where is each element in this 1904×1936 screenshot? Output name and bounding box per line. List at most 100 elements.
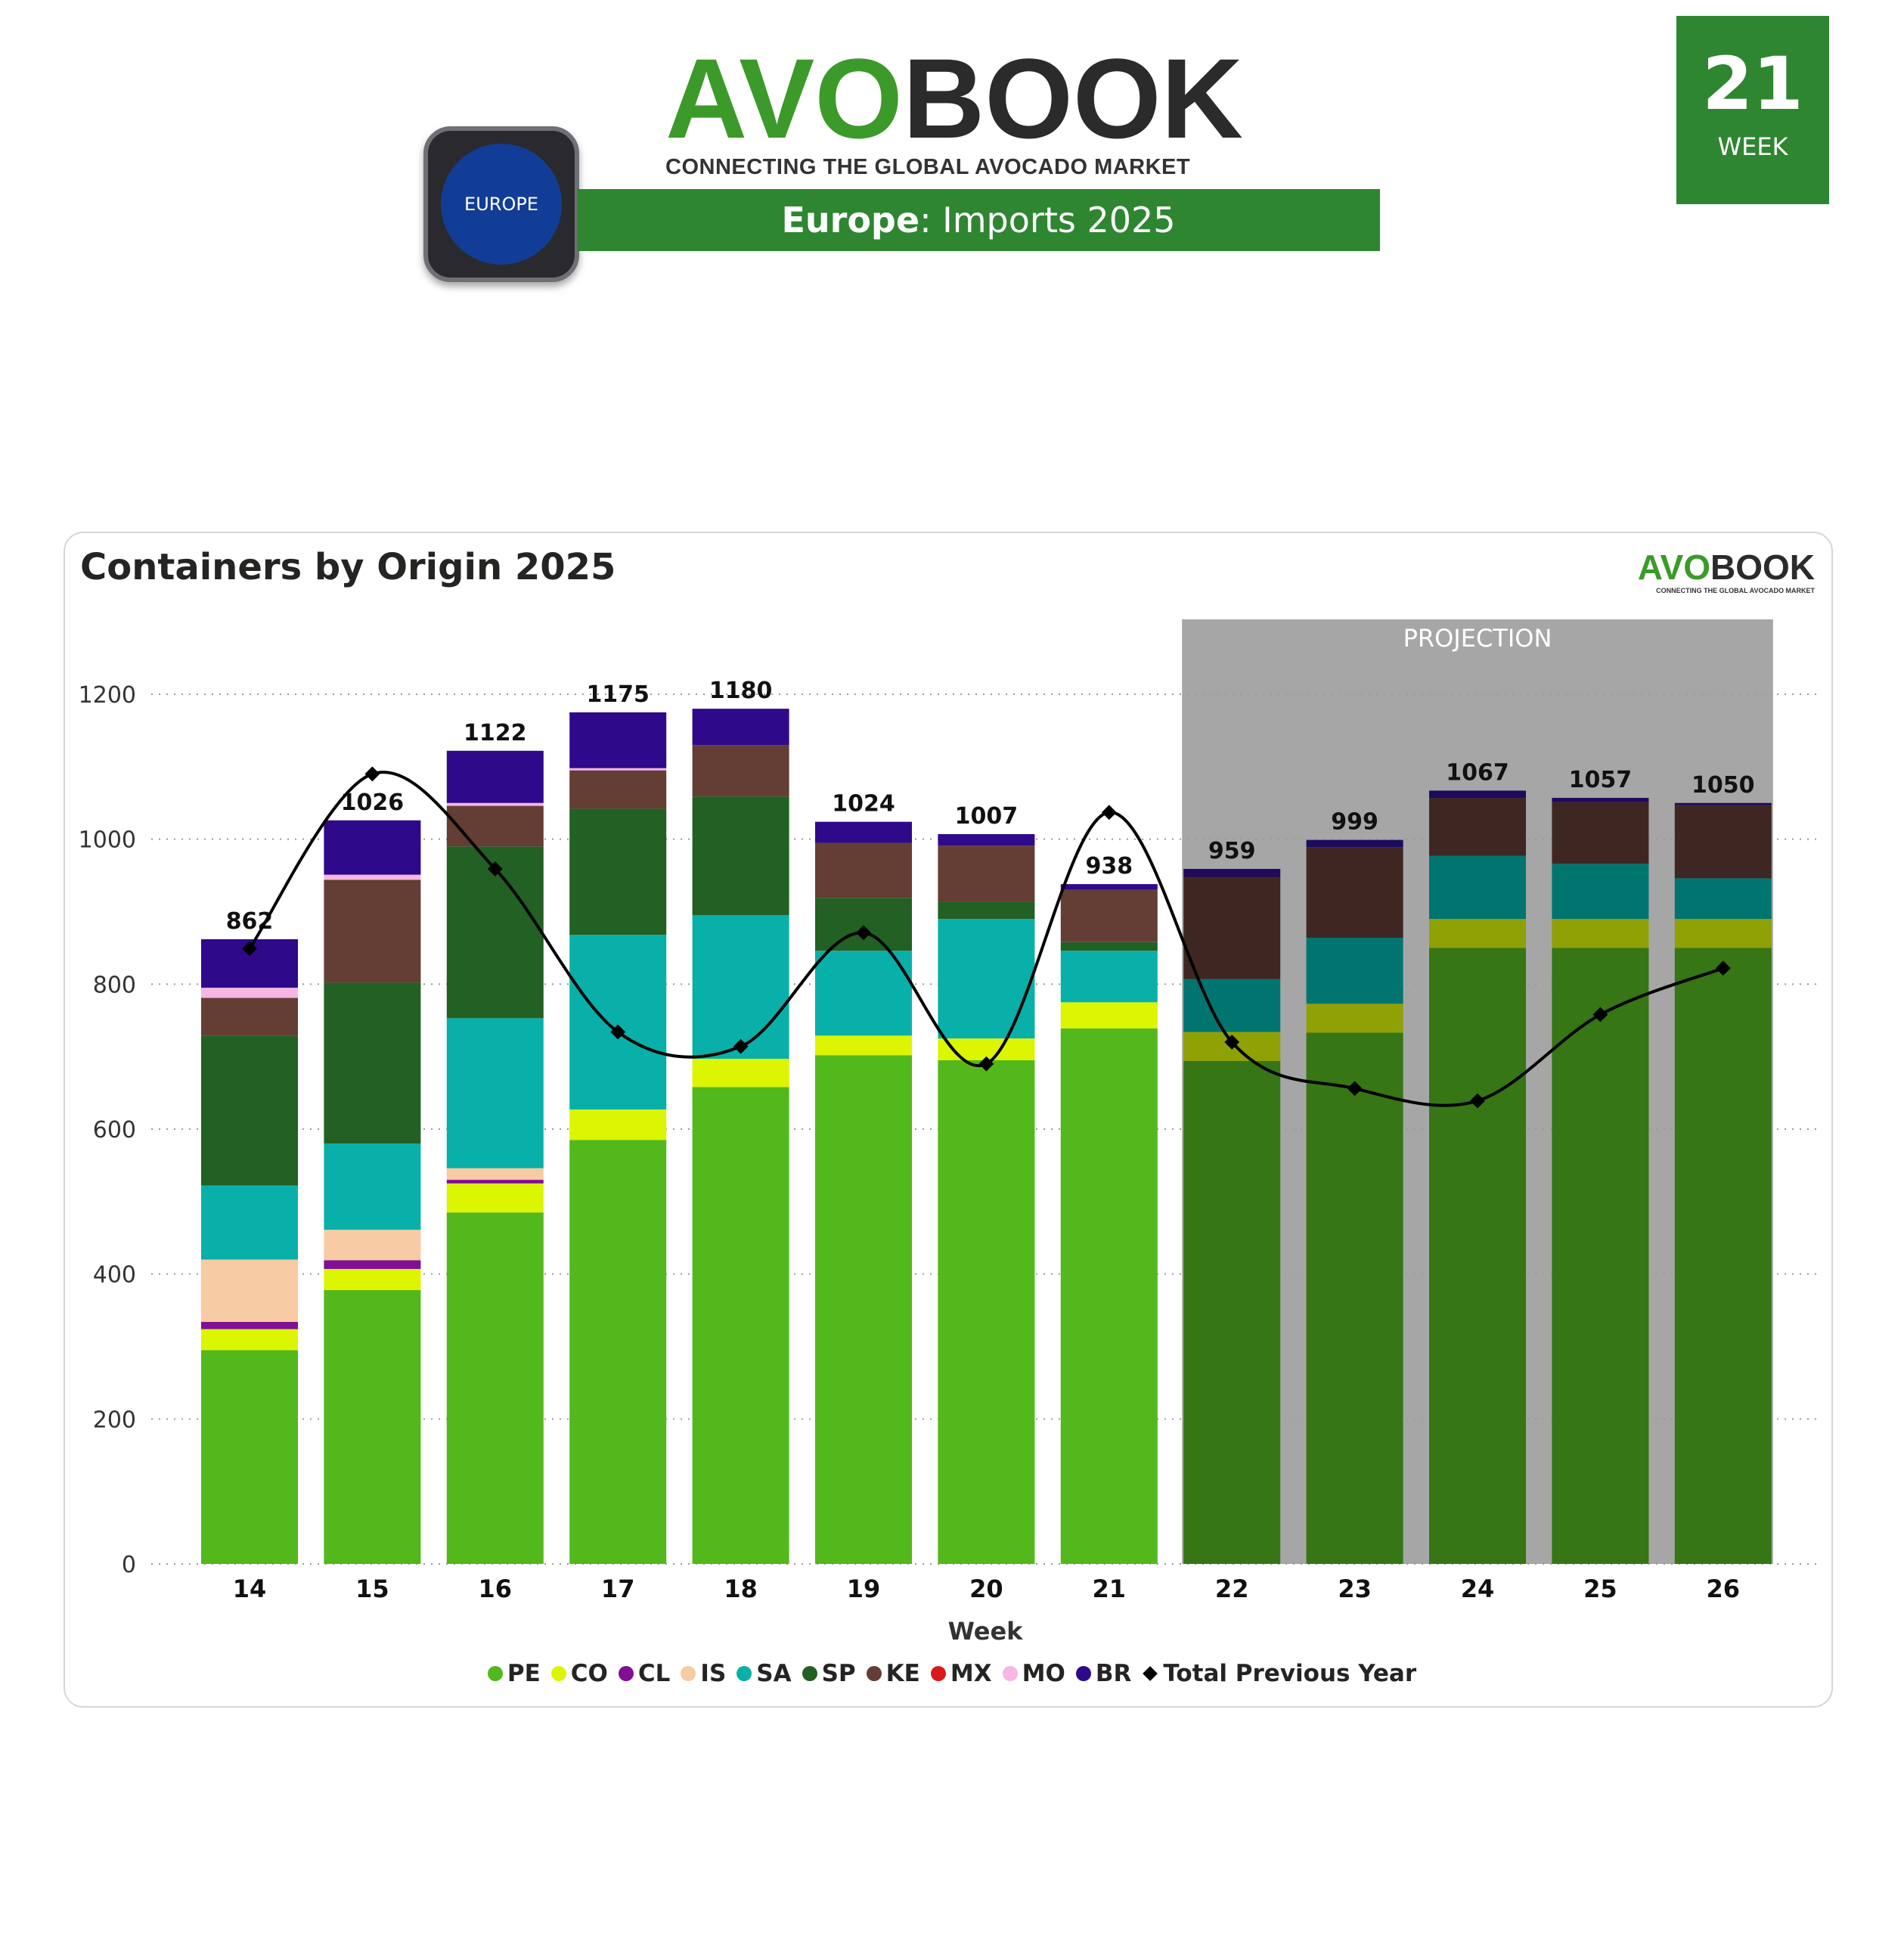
total-data-label: 1026	[341, 790, 405, 816]
legend-diamond-icon	[1143, 1666, 1158, 1681]
previous-year-marker	[1101, 805, 1117, 821]
x-tick-label: 22	[1215, 1575, 1249, 1603]
legend-item-sa[interactable]: SA	[736, 1660, 792, 1687]
x-tick-label: 21	[1093, 1575, 1127, 1603]
bar-segment-cl	[201, 1321, 298, 1329]
x-tick-label: 20	[969, 1575, 1003, 1603]
bar-segment-pe	[1429, 948, 1526, 1564]
legend-item-co[interactable]: CO	[550, 1660, 608, 1687]
legend-dot-icon	[1002, 1666, 1018, 1681]
title-rest: : Imports 2025	[919, 200, 1176, 240]
bar-segment-pe	[1552, 948, 1649, 1564]
legend-label: MX	[950, 1660, 992, 1687]
bar-segment-ke	[1060, 889, 1158, 942]
y-tick-label: 0	[122, 1552, 136, 1578]
legend-item-ke[interactable]: KE	[866, 1660, 920, 1687]
bar-segment-sa	[938, 919, 1035, 1039]
bar-segment-pe	[324, 1289, 421, 1564]
previous-year-marker	[487, 861, 503, 876]
x-tick-label: 18	[724, 1575, 758, 1603]
legend-item-is[interactable]: IS	[681, 1660, 726, 1687]
previous-year-marker	[610, 1024, 626, 1040]
x-tick-label: 23	[1338, 1575, 1372, 1603]
logo-tagline: CONNECTING THE GLOBAL AVOCADO MARKET	[665, 155, 1191, 179]
bar-segment-cl	[446, 1180, 544, 1184]
legend-dot-icon	[736, 1666, 752, 1681]
bar-segment-sa	[1674, 878, 1772, 920]
bar-segment-ke	[201, 997, 298, 1036]
mini-logo-avo: AVO	[1637, 548, 1710, 587]
week-label: WEEK	[1717, 132, 1788, 161]
previous-year-marker	[733, 1038, 749, 1054]
legend-item-mx[interactable]: MX	[930, 1660, 992, 1687]
bar-segment-mo	[569, 768, 667, 771]
bar-segment-br	[446, 750, 544, 803]
legend-label: CL	[637, 1660, 671, 1687]
bar-segment-co	[1060, 1002, 1158, 1028]
bar-segment-mo	[446, 802, 544, 806]
bar-segment-co	[324, 1268, 421, 1290]
week-badge: 21 WEEK	[1676, 16, 1829, 204]
bar-segment-sp	[324, 982, 421, 1144]
x-axis-label: Week	[948, 1617, 1024, 1646]
bar-segment-br	[815, 821, 912, 843]
bar-segment-br	[1674, 802, 1772, 805]
legend-item-br[interactable]: BR	[1075, 1660, 1132, 1687]
legend-dot-icon	[550, 1666, 566, 1681]
x-tick-label: 15	[355, 1575, 389, 1603]
bar-segment-pe	[1060, 1028, 1158, 1564]
legend-item-pe[interactable]: PE	[487, 1660, 541, 1687]
chart-title: Containers by Origin 2025	[80, 546, 616, 588]
total-data-label: 1067	[1446, 759, 1509, 786]
logo-book: BOOK	[902, 35, 1243, 162]
avobook-logo: AVOBOOK CONNECTING THE GLOBAL AVOCADO MA…	[665, 42, 1270, 185]
bar-segment-co	[1674, 919, 1772, 948]
legend-item-previous-year[interactable]: Total Previous Year	[1142, 1660, 1416, 1687]
bar-segment-ke	[1674, 805, 1772, 879]
x-tick-label: 17	[601, 1575, 635, 1603]
x-tick-label: 16	[479, 1575, 513, 1603]
bar-segment-pe	[1306, 1032, 1403, 1564]
bar-segment-br	[1060, 884, 1158, 890]
bar-segment-sa	[1552, 864, 1649, 920]
legend-label: SP	[821, 1660, 856, 1687]
bar-segment-br	[1429, 790, 1526, 799]
previous-year-marker	[856, 925, 871, 941]
mini-logo-tagline: CONNECTING THE GLOBAL AVOCADO MARKET	[1656, 587, 1815, 594]
legend-item-mo[interactable]: MO	[1002, 1660, 1065, 1687]
previous-year-marker	[1470, 1093, 1485, 1109]
eu-stars-icon: EUROPE	[441, 144, 562, 265]
legend-item-sp[interactable]: SP	[802, 1660, 856, 1687]
x-tick-label: 19	[847, 1575, 881, 1603]
y-tick-label: 600	[93, 1117, 136, 1143]
bar-segment-co	[1552, 919, 1649, 948]
bar-segment-pe	[692, 1087, 789, 1564]
bar-segment-br	[1306, 839, 1403, 848]
y-tick-label: 400	[93, 1262, 136, 1289]
legend-label: IS	[700, 1660, 727, 1687]
logo-avo: AVO	[665, 35, 903, 162]
bar-segment-ke	[569, 770, 667, 809]
bar-segment-mo	[201, 988, 298, 998]
legend-dot-icon	[618, 1666, 634, 1681]
x-tick-label: 26	[1707, 1575, 1741, 1603]
legend-item-cl[interactable]: CL	[618, 1660, 671, 1687]
legend-label: PE	[507, 1660, 541, 1687]
title-region: Europe	[781, 200, 920, 240]
previous-year-marker	[364, 766, 380, 782]
total-data-label: 959	[1208, 838, 1256, 864]
bar-segment-co	[446, 1183, 544, 1213]
y-tick-label: 800	[93, 972, 136, 998]
total-data-label: 1175	[586, 681, 650, 708]
bar-segment-sp	[938, 901, 1035, 920]
y-tick-label: 1000	[79, 827, 136, 854]
y-tick-label: 1200	[79, 682, 136, 709]
legend-label: BR	[1095, 1660, 1132, 1687]
total-data-label: 1122	[464, 720, 527, 746]
bar-segment-ke	[1306, 847, 1403, 938]
bar-segment-sa	[569, 935, 667, 1110]
previous-year-marker	[1224, 1035, 1240, 1050]
bar-segment-ke	[815, 842, 912, 898]
bar-segment-sp	[815, 898, 912, 951]
